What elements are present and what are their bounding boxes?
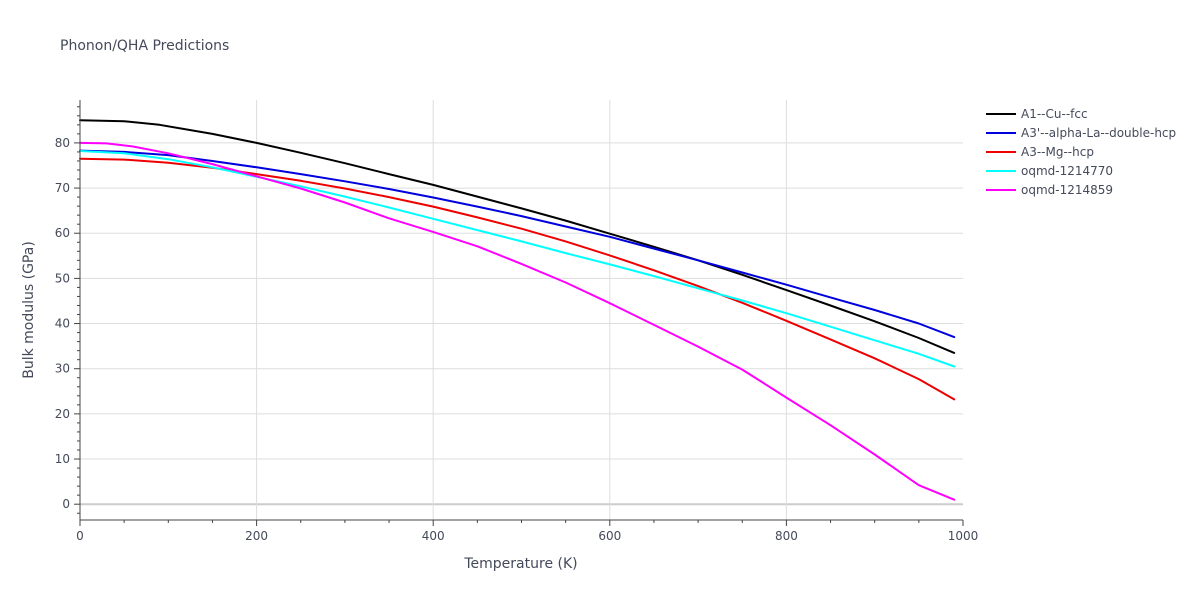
grid: [80, 100, 963, 520]
legend-label: A1--Cu--fcc: [1021, 107, 1088, 121]
legend-item[interactable]: A3--Mg--hcp: [986, 145, 1094, 159]
x-tick-label: 0: [76, 529, 84, 543]
series-line-5[interactable]: [79, 141, 956, 501]
y-tick-label: 60: [55, 226, 70, 240]
x-tick-label: 200: [245, 529, 268, 543]
legend-item[interactable]: A1--Cu--fcc: [986, 107, 1088, 121]
x-tick-label: 400: [422, 529, 445, 543]
y-tick-label: 10: [55, 452, 70, 466]
x-tick-label: 600: [598, 529, 621, 543]
legend-label: A3'--alpha-La--double-hcp: [1021, 126, 1176, 140]
series-line-4[interactable]: [79, 150, 956, 368]
legend-label: oqmd-1214859: [1021, 183, 1113, 197]
legend[interactable]: A1--Cu--fcc A3'--alpha-La--double-hcp A3--…: [986, 107, 1176, 197]
y-tick-label: 40: [55, 317, 70, 331]
legend-label: oqmd-1214770: [1021, 164, 1113, 178]
series-line-1[interactable]: [79, 119, 956, 354]
x-tick-label: 1000: [948, 529, 979, 543]
y-tick-label: 50: [55, 271, 70, 285]
plot-area[interactable]: [79, 119, 956, 501]
legend-item[interactable]: oqmd-1214859: [986, 183, 1113, 197]
legend-item[interactable]: A3'--alpha-La--double-hcp: [986, 126, 1176, 140]
y-tick-label: 80: [55, 136, 70, 150]
y-tick-label: 20: [55, 407, 70, 421]
series-line-2[interactable]: [79, 149, 956, 339]
y-tick-label: 0: [62, 497, 70, 511]
legend-label: A3--Mg--hcp: [1021, 145, 1094, 159]
chart-title: Phonon/QHA Predictions: [60, 38, 229, 54]
legend-item[interactable]: oqmd-1214770: [986, 164, 1113, 178]
y-axis-title: Bulk modulus (GPa): [21, 241, 37, 379]
x-axis-title: Temperature (K): [463, 556, 577, 572]
y-tick-label: 70: [55, 181, 70, 195]
x-tick-label: 800: [775, 529, 798, 543]
y-tick-label: 30: [55, 362, 70, 376]
